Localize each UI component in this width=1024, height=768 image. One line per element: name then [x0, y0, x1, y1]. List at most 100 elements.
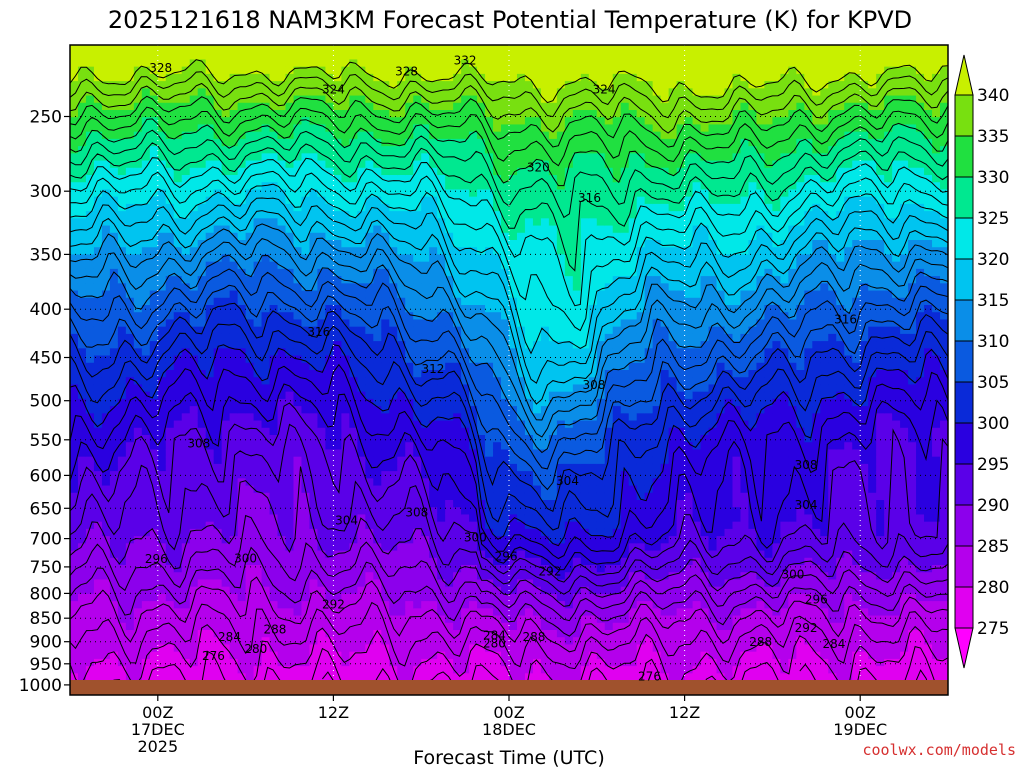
temperature-cell [509, 73, 518, 82]
temperature-cell [253, 377, 263, 386]
temperature-cell [245, 413, 255, 422]
temperature-cell [397, 521, 406, 530]
temperature-cell [317, 384, 327, 393]
temperature-cell [285, 586, 295, 595]
temperature-cell [469, 362, 478, 371]
temperature-cell [477, 485, 486, 494]
temperature-cell [253, 507, 263, 516]
temperature-cell [349, 45, 358, 53]
temperature-cell [333, 117, 342, 126]
temperature-cell [253, 45, 263, 53]
temperature-cell [181, 413, 191, 422]
temperature-cell [485, 52, 494, 61]
temperature-cell [229, 247, 239, 256]
temperature-cell [229, 175, 239, 183]
temperature-cell [485, 442, 494, 451]
temperature-cell [149, 182, 159, 191]
temperature-cell [341, 66, 350, 75]
temperature-cell [325, 348, 334, 357]
temperature-cell [221, 370, 231, 378]
temperature-cell [77, 88, 87, 97]
temperature-cell [117, 572, 127, 581]
temperature-cell [341, 146, 350, 154]
temperature-cell [485, 427, 494, 436]
temperature-cell [301, 644, 311, 653]
temperature-cell [213, 593, 223, 602]
temperature-cell [445, 312, 454, 321]
temperature-cell [333, 182, 342, 191]
temperature-cell [141, 500, 151, 508]
temperature-cell [109, 630, 119, 638]
temperature-cell [165, 59, 175, 68]
temperature-cell [117, 427, 127, 436]
temperature-cell [205, 319, 215, 328]
temperature-cell [221, 601, 231, 609]
temperature-cell [509, 52, 518, 61]
temperature-cell [373, 167, 382, 176]
temperature-cell [213, 492, 223, 501]
temperature-cell [301, 586, 311, 595]
temperature-cell [93, 95, 103, 104]
temperature-cell [101, 593, 111, 602]
temperature-cell [237, 420, 247, 429]
temperature-cell [173, 348, 183, 357]
temperature-cell [389, 268, 398, 277]
temperature-cell [285, 492, 295, 501]
temperature-cell [189, 196, 199, 205]
temperature-cell [453, 305, 462, 313]
temperature-cell [125, 189, 135, 198]
temperature-cell [389, 182, 398, 191]
temperature-cell [181, 492, 191, 501]
temperature-cell [229, 81, 239, 89]
temperature-cell [333, 485, 342, 494]
temperature-cell [133, 391, 143, 400]
temperature-cell [437, 485, 446, 494]
temperature-cell [213, 355, 223, 364]
temperature-cell [70, 203, 79, 212]
temperature-cell [261, 312, 271, 321]
temperature-cell [133, 644, 143, 653]
temperature-cell [413, 131, 422, 140]
temperature-cell [269, 593, 279, 602]
temperature-cell [70, 232, 79, 241]
temperature-cell [245, 666, 255, 674]
temperature-cell [477, 348, 486, 357]
temperature-cell [70, 138, 79, 147]
temperature-cell [285, 160, 295, 169]
temperature-cell [125, 615, 135, 624]
temperature-cell [493, 348, 502, 357]
temperature-cell [101, 478, 111, 487]
temperature-cell [421, 247, 430, 256]
temperature-cell [509, 167, 518, 176]
temperature-cell [317, 124, 327, 133]
temperature-cell [229, 333, 239, 342]
temperature-cell [213, 456, 223, 465]
temperature-cell [493, 81, 502, 89]
temperature-cell [181, 550, 191, 559]
temperature-cell [261, 276, 271, 284]
temperature-cell [229, 362, 239, 371]
temperature-cell [125, 225, 135, 234]
temperature-cell [149, 637, 159, 646]
temperature-cell [149, 95, 159, 104]
temperature-cell [141, 225, 151, 234]
temperature-cell [373, 225, 382, 234]
temperature-cell [397, 218, 406, 227]
temperature-cell [285, 601, 295, 609]
temperature-cell [149, 666, 159, 674]
temperature-cell [85, 131, 95, 140]
temperature-cell [437, 586, 446, 595]
temperature-cell [325, 471, 334, 479]
temperature-cell [445, 449, 454, 458]
temperature-cell [237, 442, 247, 451]
temperature-cell [253, 593, 263, 602]
temperature-cell [205, 81, 215, 89]
temperature-cell [381, 485, 390, 494]
temperature-cell [141, 268, 151, 277]
temperature-cell [245, 449, 255, 458]
temperature-cell [173, 160, 183, 169]
temperature-cell [445, 66, 454, 75]
temperature-cell [317, 232, 327, 241]
temperature-cell [149, 507, 159, 516]
temperature-cell [93, 333, 103, 342]
